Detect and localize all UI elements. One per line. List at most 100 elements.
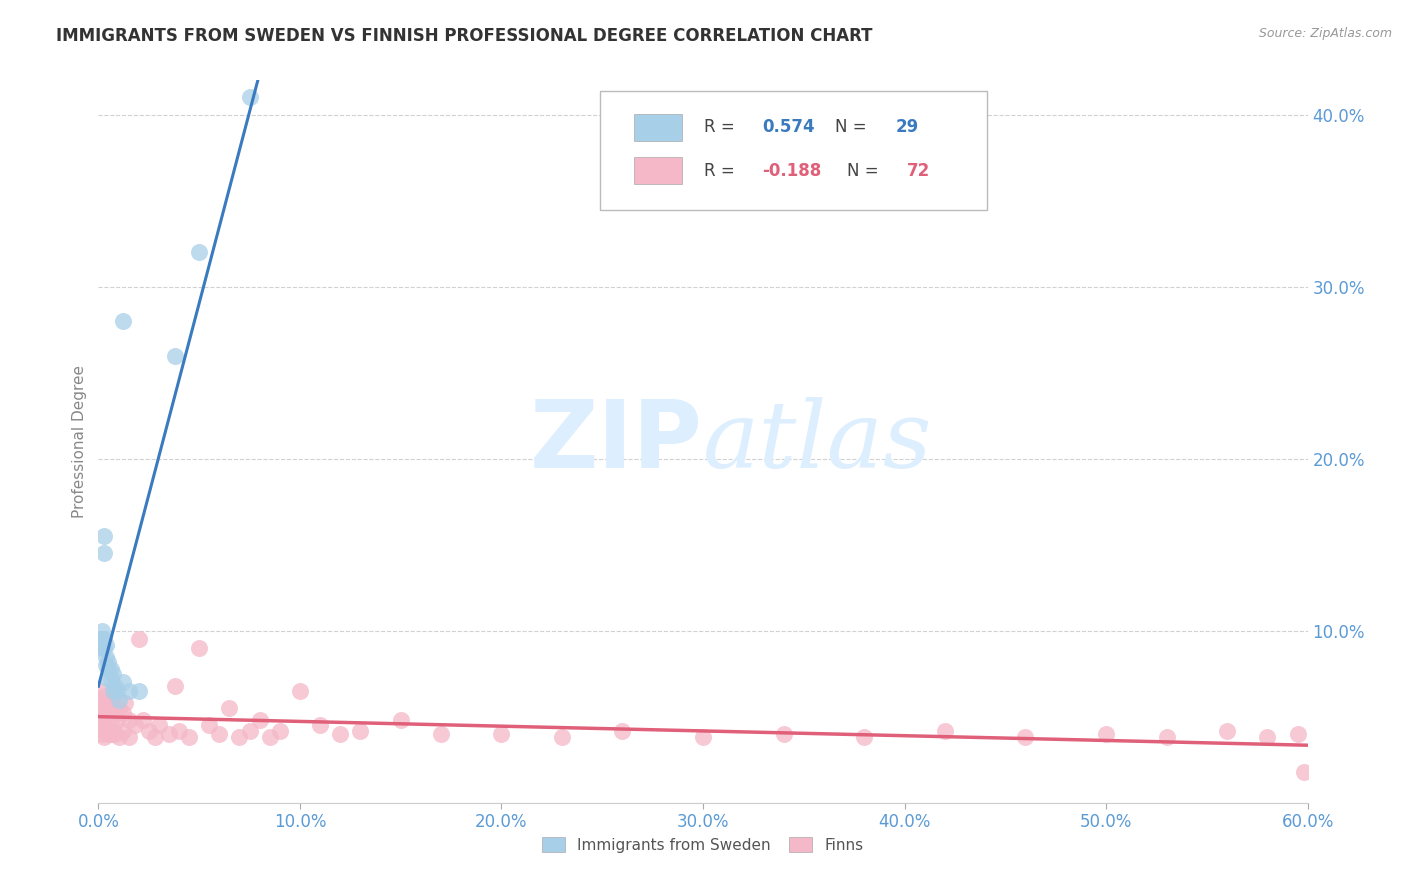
Point (100, 713, 122, 727)
Point (96, 638, 118, 652)
Point (329, 727, 352, 741)
Point (389, 713, 412, 727)
Point (105, 684, 128, 698)
Point (167, 723, 190, 738)
FancyBboxPatch shape (634, 157, 682, 185)
Point (179, 731, 201, 745)
Point (93, 529, 115, 543)
Text: 29: 29 (896, 119, 918, 136)
Point (105, 713, 128, 727)
Point (239, 723, 262, 738)
Point (143, 731, 166, 745)
Point (93, 546, 115, 560)
Text: -0.188: -0.188 (762, 161, 821, 179)
Point (89, 701, 111, 715)
Point (97, 692, 120, 706)
Text: Source: ZipAtlas.com: Source: ZipAtlas.com (1258, 27, 1392, 40)
Point (1286, 727, 1309, 741)
Point (114, 696, 136, 710)
Point (288, 684, 311, 698)
Text: R =: R = (704, 119, 740, 136)
Point (100, 662, 122, 676)
Point (772, 727, 794, 741)
Legend: Immigrants from Sweden, Finns: Immigrants from Sweden, Finns (534, 830, 872, 860)
Point (91, 727, 114, 741)
Point (93, 713, 115, 727)
Point (124, 718, 146, 732)
Point (107, 692, 129, 706)
Point (100, 696, 122, 710)
Point (96, 723, 118, 738)
Point (188, 245, 211, 260)
Point (163, 349, 186, 363)
Point (97, 662, 120, 676)
Point (97, 672, 120, 686)
Point (1216, 723, 1239, 738)
Point (103, 727, 125, 741)
Point (148, 718, 170, 732)
Point (89, 638, 111, 652)
Point (430, 727, 453, 741)
Point (111, 706, 134, 721)
Text: ZIP: ZIP (530, 395, 703, 488)
Point (612, 723, 634, 738)
Text: R =: R = (704, 161, 740, 179)
Point (118, 713, 141, 727)
Point (107, 731, 129, 745)
Point (1156, 731, 1178, 745)
Point (118, 731, 141, 745)
Text: IMMIGRANTS FROM SWEDEN VS FINNISH PROFESSIONAL DEGREE CORRELATION CHART: IMMIGRANTS FROM SWEDEN VS FINNISH PROFES… (56, 27, 873, 45)
Point (100, 727, 122, 741)
Point (91, 632, 114, 647)
FancyBboxPatch shape (634, 113, 682, 141)
Point (89, 713, 111, 727)
Text: N =: N = (846, 161, 884, 179)
Point (103, 706, 125, 721)
Point (96, 696, 118, 710)
Point (128, 684, 150, 698)
Point (118, 684, 141, 698)
Point (349, 723, 371, 738)
Point (103, 679, 125, 693)
Point (208, 727, 231, 741)
Point (934, 723, 956, 738)
Point (259, 731, 281, 745)
Point (111, 675, 134, 690)
Point (100, 672, 122, 686)
Point (157, 727, 180, 741)
Text: 72: 72 (907, 161, 931, 179)
Point (218, 701, 240, 715)
Point (97, 727, 120, 741)
Point (1292, 764, 1315, 779)
Point (101, 701, 124, 715)
Point (228, 731, 250, 745)
Point (309, 718, 332, 732)
Point (93, 689, 115, 703)
Point (249, 713, 271, 727)
Point (198, 718, 221, 732)
Point (91, 710, 114, 724)
Y-axis label: Professional Degree: Professional Degree (72, 365, 87, 518)
Point (491, 727, 513, 741)
Point (91, 640, 114, 655)
Point (93, 640, 115, 655)
Point (107, 701, 129, 715)
Text: N =: N = (835, 119, 872, 136)
Point (91, 624, 114, 638)
FancyBboxPatch shape (600, 91, 987, 211)
Point (101, 666, 124, 681)
Point (96, 649, 118, 664)
Text: 0.574: 0.574 (762, 119, 815, 136)
Point (93, 701, 115, 715)
Point (89, 632, 111, 647)
Point (93, 731, 115, 745)
Point (138, 723, 160, 738)
Point (97, 655, 120, 669)
Point (101, 723, 124, 738)
Point (93, 723, 115, 738)
Point (96, 710, 118, 724)
Point (188, 640, 211, 655)
Point (111, 723, 134, 738)
Point (1014, 731, 1036, 745)
Point (269, 723, 291, 738)
